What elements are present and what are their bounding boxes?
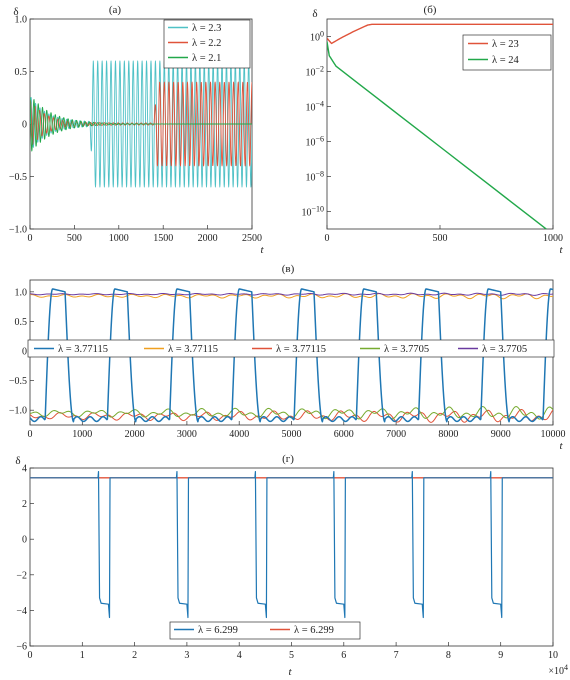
chart-v-xtick-label-3: 3000 xyxy=(177,429,197,440)
chart-b-ylabel: δ xyxy=(312,8,317,20)
chart-g-xtick-label-2: 2 xyxy=(132,650,137,661)
chart-v-series-1 xyxy=(30,293,553,300)
chart-b-legend-label-1: λ = 24 xyxy=(492,55,520,66)
chart-g-xtick-label-3: 3 xyxy=(184,650,189,661)
chart-g-title: (г) xyxy=(282,453,294,465)
chart-g-xtick-label-4: 4 xyxy=(237,650,242,661)
chart-a-xtick-label-5: 2500 xyxy=(242,233,262,244)
chart-v-ytick-label-3: 0.5 xyxy=(15,317,28,328)
chart-a-xtick-label-3: 1500 xyxy=(153,233,173,244)
chart-g-ytick-label-0: −6 xyxy=(16,642,27,653)
chart-v-series-2 xyxy=(30,408,553,423)
chart-v-legend-label-1: λ = 3.77115 xyxy=(168,344,218,355)
chart-b-ytick-label-2: 10−4 xyxy=(305,100,324,114)
chart-v-xtick-label-8: 8000 xyxy=(438,429,458,440)
chart-v-xtick-label-6: 6000 xyxy=(334,429,354,440)
chart-b-xtick-label-0: 0 xyxy=(325,233,330,244)
chart-g-plot xyxy=(30,470,553,619)
chart-v-series-0 xyxy=(30,288,553,423)
chart-a-xlabel: t xyxy=(260,244,264,256)
chart-v-legend-label-2: λ = 3.77115 xyxy=(276,344,326,355)
chart-b-xtick-label-1: 500 xyxy=(433,233,448,244)
chart-g-series-0 xyxy=(30,470,553,619)
chart-g-xtick-label-9: 9 xyxy=(498,650,503,661)
chart-b-series-1 xyxy=(327,41,548,229)
chart-a-xtick-label-4: 2000 xyxy=(198,233,218,244)
chart-g-ytick-label-5: 4 xyxy=(22,464,27,475)
chart-v-legend-label-0: λ = 3.77115 xyxy=(58,344,108,355)
chart-g-ytick-label-3: 0 xyxy=(22,535,27,546)
chart-b-legend-label-0: λ = 23 xyxy=(492,39,519,50)
chart-b-legend-box xyxy=(462,34,552,71)
chart-b-plot xyxy=(327,23,553,229)
chart-b-ytick-label-3: 10−6 xyxy=(305,135,324,149)
chart-v: 0 1000 2000 3000 4000 5000 6000 7000 8000 9000 100… xyxy=(9,263,566,452)
chart-g-xtick-label-7: 7 xyxy=(394,650,399,661)
chart-a-legend-label-0: λ = 2.3 xyxy=(192,23,221,34)
chart-v-legend-box xyxy=(27,339,555,358)
chart-b-ytick-label-4: 10−8 xyxy=(305,170,324,184)
chart-a-legend-label-2: λ = 2.1 xyxy=(192,53,221,64)
chart-a-ytick-label-1: −0.5 xyxy=(9,172,27,183)
chart-g-legend-label-0: λ = 6.299 xyxy=(198,625,238,636)
chart-v-xtick-label-10: 10000 xyxy=(541,429,566,440)
chart-v-title: (в) xyxy=(282,263,295,275)
chart-v-ytick-label-2: 0 xyxy=(22,347,27,358)
chart-g-xtick-label-10: 10 xyxy=(548,650,558,661)
chart-a-ytick-label-3: 0.5 xyxy=(15,67,28,78)
chart-g-ytick-label-1: −4 xyxy=(16,606,27,617)
chart-b-xtick-label-2: 1000 xyxy=(543,233,563,244)
chart-v-ytick-label-4: 1.0 xyxy=(15,287,28,298)
chart-a-legend-label-1: λ = 2.2 xyxy=(192,38,221,49)
chart-a-ytick-label-2: 0 xyxy=(22,120,27,131)
chart-a-xtick-label-2: 1000 xyxy=(109,233,129,244)
chart-v-series-4 xyxy=(30,292,553,296)
chart-g-legend-box xyxy=(169,621,361,640)
chart-a-plot xyxy=(30,60,252,188)
chart-v-ytick-label-1: −0.5 xyxy=(9,376,27,387)
chart-g-xtick-label-5: 5 xyxy=(289,650,294,661)
chart-g-xlabel: t xyxy=(288,666,292,678)
chart-a-title: (а) xyxy=(109,4,122,16)
chart-v-xlabel: t xyxy=(559,440,563,452)
chart-v-legend-label-3: λ = 3.7705 xyxy=(384,344,429,355)
chart-g-multiplier: ×104 xyxy=(548,663,568,677)
chart-b-ytick-label-1: 10−2 xyxy=(305,65,324,79)
chart-v-xtick-label-5: 5000 xyxy=(282,429,302,440)
chart-b: 0 500 1000 100 10−2 10−4 10−6 10−8 10−10 δ t (б) λ =… xyxy=(301,4,563,256)
chart-g-xtick-label-0: 0 xyxy=(28,650,33,661)
chart-v-ytick-label-0: −1.0 xyxy=(9,406,27,417)
chart-a-xtick-label-0: 0 xyxy=(28,233,33,244)
chart-g-frame xyxy=(29,467,554,647)
chart-v-xtick-label-2: 2000 xyxy=(125,429,145,440)
chart-g-xtick-label-6: 6 xyxy=(341,650,346,661)
chart-a-ytick-label-4: 1.0 xyxy=(15,15,28,26)
chart-b-title: (б) xyxy=(424,4,437,16)
chart-v-xtick-label-1: 1000 xyxy=(72,429,92,440)
chart-g-ytick-label-4: 2 xyxy=(22,499,27,510)
chart-g-legend-label-1: λ = 6.299 xyxy=(294,625,334,636)
chart-g-ytick-label-2: −2 xyxy=(16,570,27,581)
chart-v-xtick-label-4: 4000 xyxy=(229,429,249,440)
chart-a-xtick-label-1: 500 xyxy=(67,233,82,244)
chart-b-ytick-label-5: 10−10 xyxy=(301,205,324,219)
chart-a: 0 500 1000 1500 2000 2500 −1.0 −0.5 0 0.5 1.0δ t (а)… xyxy=(9,4,265,256)
chart-v-plot xyxy=(30,288,553,423)
chart-b-xlabel: t xyxy=(559,244,563,256)
chart-v-xtick-label-7: 7000 xyxy=(386,429,406,440)
chart-a-ytick-label-0: −1.0 xyxy=(9,225,27,236)
chart-g-ylabel: δ xyxy=(15,455,20,467)
chart-a-ylabel: δ xyxy=(13,6,18,18)
chart-g-xtick-label-1: 1 xyxy=(80,650,85,661)
chart-g-xtick-label-8: 8 xyxy=(446,650,451,661)
chart-b-series-0 xyxy=(327,23,553,45)
chart-a-series-2 xyxy=(30,97,252,152)
chart-v-legend-label-4: λ = 3.7705 xyxy=(482,344,527,355)
chart-b-ytick-label-0: 100 xyxy=(310,30,324,44)
chart-v-xtick-label-9: 9000 xyxy=(491,429,511,440)
chart-v-xtick-label-0: 0 xyxy=(28,429,33,440)
